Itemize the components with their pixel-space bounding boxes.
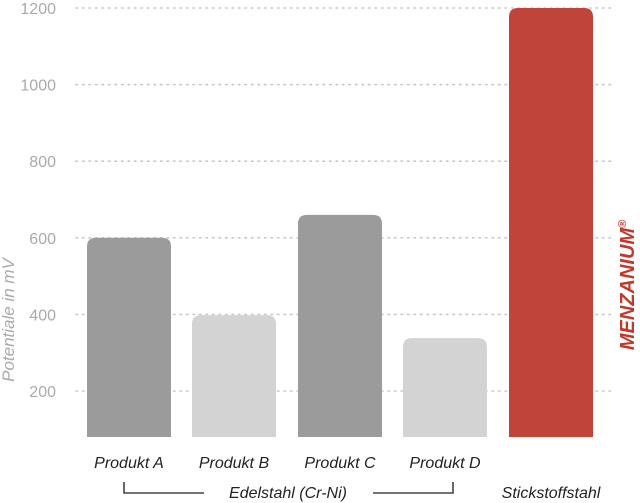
x-tick-produkt-a: Produkt A xyxy=(94,455,164,472)
group-label-stickstoffstahl: Stickstoffstahl xyxy=(502,485,601,502)
y-tick-800: 800 xyxy=(29,154,56,171)
y-tick-600: 600 xyxy=(29,231,56,248)
y-tick-1200: 1200 xyxy=(20,1,56,18)
y-tick-400: 400 xyxy=(29,307,56,324)
x-tick-produkt-d: Produkt D xyxy=(409,455,481,472)
bars xyxy=(87,8,593,437)
x-tick-produkt-c: Produkt C xyxy=(304,455,376,472)
group-label-edelstahl: Edelstahl (Cr-Ni) xyxy=(229,485,347,502)
bar-produkt-c xyxy=(298,214,382,437)
group-bracket-edelstahl: Edelstahl (Cr-Ni) xyxy=(123,482,454,502)
x-tick-produkt-b: Produkt B xyxy=(199,455,270,472)
bracket-left xyxy=(123,482,204,494)
y-tick-1000: 1000 xyxy=(20,78,56,95)
registered-mark: ® xyxy=(617,219,629,228)
bar-produkt-d xyxy=(403,338,487,437)
bar-stickstoffstahl xyxy=(509,8,593,437)
bar-produkt-a xyxy=(87,237,171,437)
menzanium-text: MENZANIUM xyxy=(617,227,639,351)
bar-produkt-b xyxy=(192,315,276,437)
y-axis-ticks: 200 400 600 800 1000 1200 xyxy=(20,1,56,401)
menzanium-annotation: MENZANIUM® xyxy=(617,219,639,350)
y-tick-200: 200 xyxy=(29,384,56,401)
bracket-right xyxy=(373,482,454,494)
category-labels: Produkt A Produkt B Produkt C Produkt D xyxy=(94,455,481,472)
y-axis-label: Potentiale in mV xyxy=(0,256,18,381)
